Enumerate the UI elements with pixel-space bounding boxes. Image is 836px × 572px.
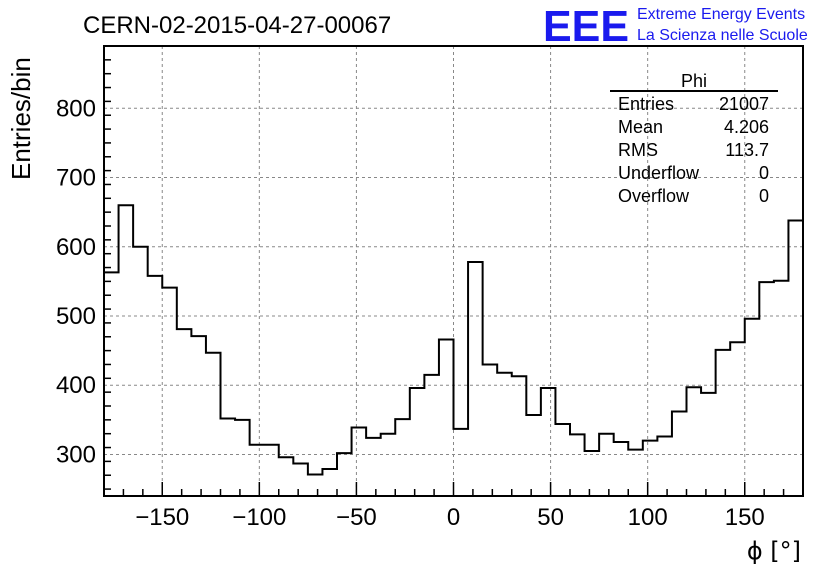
y-tick-label: 300	[56, 441, 96, 468]
logo-mark: EEE	[543, 2, 629, 51]
stats-row-value: 0	[759, 186, 769, 206]
eee-logo: EEE Extreme Energy Events La Scienza nel…	[543, 2, 808, 51]
y-tick-label: 700	[56, 165, 96, 192]
logo-line-1: Extreme Energy Events	[637, 6, 805, 23]
y-tick-label: 500	[56, 303, 96, 330]
x-axis-title: ϕ [°]	[747, 537, 801, 565]
y-tick-label: 400	[56, 372, 96, 399]
stats-row-value: 21007	[719, 94, 769, 114]
x-tick-label: −100	[232, 504, 286, 531]
stats-row-label: Overflow	[618, 186, 690, 206]
x-tick-label: 0	[447, 504, 460, 531]
x-tick-label: −50	[336, 504, 377, 531]
y-axis-title: Entries/bin	[6, 57, 36, 180]
logo-line-2: La Scienza nelle Scuole	[637, 27, 808, 44]
x-tick-label: 100	[628, 504, 668, 531]
y-tick-labels: 300 400 500 600 700 800	[56, 95, 96, 468]
x-tick-label: 150	[725, 504, 765, 531]
chart-title: CERN-02-2015-04-27-00067	[83, 12, 391, 39]
y-tick-label: 600	[56, 234, 96, 261]
stats-row-label: Underflow	[618, 163, 700, 183]
stats-row-label: Entries	[618, 94, 674, 114]
stats-row-label: Mean	[618, 117, 663, 137]
stats-title: Phi	[681, 71, 707, 91]
stats-box: Phi Entries 21007 Mean 4.206 RMS 113.7 Underfl…	[610, 71, 778, 206]
stats-row-value: 4.206	[724, 117, 769, 137]
histogram-line	[104, 66, 804, 476]
x-tick-label: 50	[537, 504, 564, 531]
axis-ticks	[103, 59, 804, 496]
x-tick-label: −150	[135, 504, 189, 531]
stats-row-label: RMS	[618, 140, 658, 160]
x-tick-labels: −150 −100 −50 0 50 100 150	[135, 504, 765, 531]
y-tick-label: 800	[56, 95, 96, 122]
stats-row-value: 113.7	[725, 140, 769, 160]
stats-row-value: 0	[759, 163, 769, 183]
